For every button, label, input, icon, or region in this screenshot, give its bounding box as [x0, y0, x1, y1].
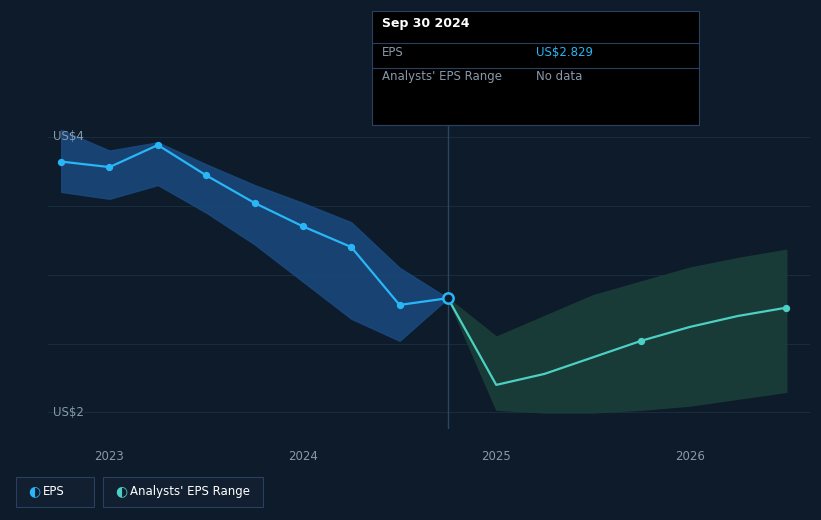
Point: [103, 163, 116, 171]
Point: [296, 222, 310, 230]
Point: [393, 301, 406, 309]
Text: US$2.829: US$2.829: [536, 46, 593, 59]
Text: No data: No data: [536, 70, 582, 83]
Text: 2026: 2026: [675, 450, 704, 463]
Point: [200, 171, 213, 179]
Point: [345, 243, 358, 251]
Text: Actual: Actual: [403, 113, 440, 126]
Text: ◐: ◐: [28, 485, 40, 498]
Text: Analysts Forecasts: Analysts Forecasts: [456, 113, 566, 126]
Text: EPS: EPS: [382, 46, 403, 59]
Text: 2025: 2025: [481, 450, 511, 463]
Point: [442, 294, 455, 302]
Text: ◐: ◐: [115, 485, 127, 498]
Text: US$2: US$2: [53, 406, 85, 419]
Point: [780, 304, 793, 312]
Point: [151, 141, 164, 149]
Point: [54, 158, 67, 166]
Text: Sep 30 2024: Sep 30 2024: [382, 17, 470, 30]
Text: Analysts' EPS Range: Analysts' EPS Range: [382, 70, 502, 83]
Text: EPS: EPS: [43, 485, 64, 498]
Text: Analysts' EPS Range: Analysts' EPS Range: [130, 485, 250, 498]
Text: 2024: 2024: [288, 450, 318, 463]
Text: 2023: 2023: [94, 450, 124, 463]
Point: [635, 336, 648, 345]
Point: [248, 199, 261, 207]
Text: US$4: US$4: [53, 131, 85, 144]
